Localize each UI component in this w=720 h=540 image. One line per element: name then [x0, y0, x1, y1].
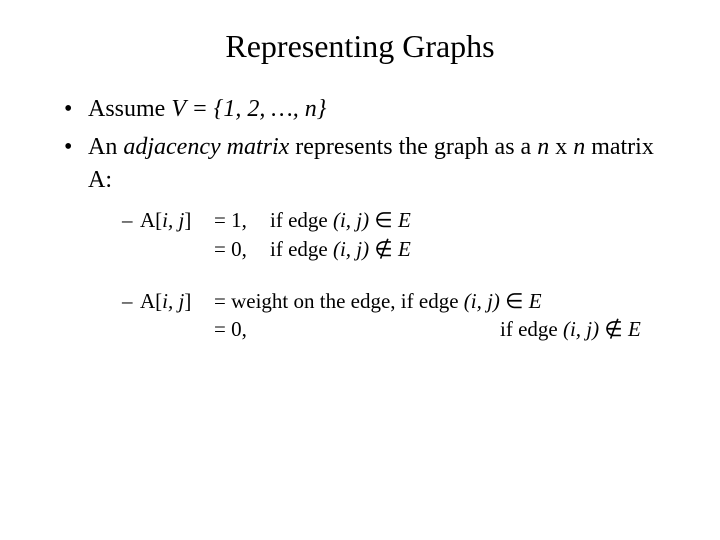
c2-notin: ∉ [369, 237, 398, 261]
aij2-post: ] [184, 289, 191, 313]
def-unweighted-row2: = 0, if edge (i, j) ∉ E [122, 235, 680, 263]
eq0-1: = 0, [214, 235, 270, 263]
bullet1-math: V = {1, 2, …, n} [171, 96, 326, 122]
c1-pre: if edge [270, 208, 333, 232]
c4-ij: (i, j) [563, 317, 599, 341]
dash-1: – [122, 206, 140, 234]
c1-ij: (i, j) [333, 208, 369, 232]
w-in: ∈ [500, 289, 529, 313]
w-ij: (i, j) [464, 289, 500, 313]
bullet2-pre: An [88, 134, 123, 160]
dash-2: – [122, 287, 140, 315]
bullet2-term: adjacency matrix [123, 134, 289, 160]
c1-E: E [398, 208, 411, 232]
def-unweighted: – A[i, j] = 1, if edge (i, j) ∈ E = 0, i… [122, 206, 680, 263]
eq1: = 1, [214, 206, 270, 234]
cond-in-1: if edge (i, j) ∈ E [270, 206, 680, 234]
aij-1: A[i, j] [140, 206, 214, 234]
w-pre: = weight on the edge, if edge [214, 289, 464, 313]
aij1-post: ] [184, 208, 191, 232]
c4-notin: ∉ [599, 317, 628, 341]
def-weighted-row2: = 0, if edge (i, j) ∉ E [122, 315, 680, 343]
w-E: E [529, 289, 542, 313]
bullet-assume: Assume V = {1, 2, …, n} [64, 93, 680, 125]
eq0-2: = 0, [214, 315, 270, 343]
bullet2-n2: n [573, 134, 585, 160]
c2-E: E [398, 237, 411, 261]
aij1-mid: i, j [162, 208, 184, 232]
aij1-pre: A[ [140, 208, 162, 232]
c2-ij: (i, j) [333, 237, 369, 261]
bullet-adjacency: An adjacency matrix represents the graph… [64, 131, 680, 196]
cond-notin-1: if edge (i, j) ∉ E [270, 235, 680, 263]
c1-in: ∈ [369, 208, 398, 232]
def-weighted-row1: – A[i, j] = weight on the edge, if edge … [122, 287, 680, 315]
cond-notin-2: if edge (i, j) ∉ E [270, 315, 680, 343]
page-title: Representing Graphs [0, 0, 720, 93]
bullet2-n1: n [537, 134, 549, 160]
sub-definitions: – A[i, j] = 1, if edge (i, j) ∈ E = 0, i… [64, 206, 680, 343]
bullet1-pre: Assume [88, 96, 171, 122]
body-content: Assume V = {1, 2, …, n} An adjacency mat… [0, 93, 720, 344]
bullet2-x: x [549, 134, 573, 160]
def-weighted: – A[i, j] = weight on the edge, if edge … [122, 287, 680, 344]
aij-2: A[i, j] [140, 287, 214, 315]
bullet2-post1: represents the graph as a [289, 134, 537, 160]
def-unweighted-row1: – A[i, j] = 1, if edge (i, j) ∈ E [122, 206, 680, 234]
aij2-mid: i, j [162, 289, 184, 313]
c4-pre: if edge [500, 317, 563, 341]
c4-E: E [628, 317, 641, 341]
eq-weight: = weight on the edge, if edge (i, j) ∈ E [214, 287, 680, 315]
c2-pre: if edge [270, 237, 333, 261]
aij2-pre: A[ [140, 289, 162, 313]
